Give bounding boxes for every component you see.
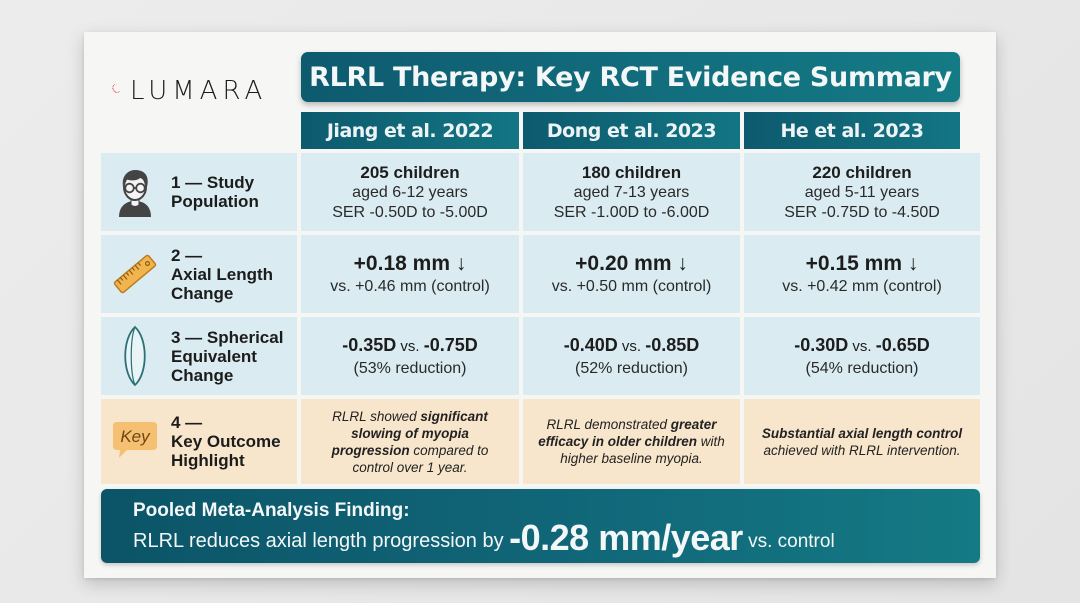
se-treatment-value: -0.35D <box>342 334 397 355</box>
page-title: RLRL Therapy: Key RCT Evidence Summary <box>301 52 960 102</box>
row-label-study-population: 1 — Study Population <box>101 153 297 231</box>
row-label-line: 1 — Study <box>171 173 255 192</box>
axial-change-value: +0.15 mm ↓ <box>805 251 919 275</box>
se-control-value: -0.85D <box>645 334 700 355</box>
population-cell-dong: 180 children aged 7-13 years SER -1.00D … <box>523 153 740 231</box>
sample-size: 205 children <box>360 162 460 182</box>
axial-control-value: vs. +0.46 mm (control) <box>330 277 490 295</box>
highlight-text: RLRL showed <box>332 408 421 424</box>
row-label-line: 4 — <box>171 413 203 432</box>
se-treatment-value: -0.30D <box>794 334 849 355</box>
vs-text: vs. <box>617 337 646 355</box>
se-cell-he: -0.30D vs. -0.65D (54% reduction) <box>744 317 980 395</box>
highlight-cell-jiang: RLRL showed significant slowing of myopi… <box>301 399 519 484</box>
se-control-value: -0.75D <box>423 334 478 355</box>
row-label-line: Highlight <box>171 451 245 470</box>
se-cell-dong: -0.40D vs. -0.85D (52% reduction) <box>523 317 740 395</box>
se-reduction: (54% reduction) <box>805 359 919 377</box>
row-label-line: Equivalent <box>171 346 257 366</box>
row-label-line: Axial Length <box>171 264 274 284</box>
se-treatment-value: -0.40D <box>563 334 618 355</box>
highlight-text: achieved with RLRL intervention. <box>763 442 961 458</box>
key-bubble-text: Key <box>120 426 150 446</box>
highlight-text: RLRL demonstrated <box>546 417 671 432</box>
vs-text: vs. <box>848 337 876 355</box>
meta-analysis-value: -0.28 mm/year <box>509 517 743 558</box>
child-with-glasses-icon <box>111 162 159 222</box>
highlight-emphasis: greater efficacy in older children <box>538 417 717 449</box>
sample-size: 180 children <box>581 162 682 182</box>
ser-range: SER -0.50D to -5.00D <box>332 203 488 221</box>
row-label-axial-length: 2 — Axial Length Change <box>101 235 297 313</box>
ruler-icon <box>111 244 159 304</box>
highlight-text: with higher baseline myopia. <box>560 434 725 466</box>
highlight-text: compared to control over 1 year. <box>352 442 489 475</box>
row-label-line: Key Outcome <box>171 432 281 451</box>
row-label-spherical-equivalent: 3 — Spherical Equivalent Change <box>101 317 297 395</box>
column-header-jiang: Jiang et al. 2022 <box>301 112 519 149</box>
axial-cell-he: +0.15 mm ↓ vs. +0.42 mm (control) <box>744 235 980 313</box>
vs-text: vs. <box>396 337 424 355</box>
meta-analysis-suffix: vs. control <box>742 531 835 552</box>
highlight-cell-dong: RLRL demonstrated greater efficacy in ol… <box>523 399 740 484</box>
lens-icon <box>111 325 159 387</box>
row-label-line: Change <box>171 365 234 385</box>
se-reduction: (53% reduction) <box>353 359 467 377</box>
brand-name: LUMARA <box>130 76 268 106</box>
axial-cell-jiang: +0.18 mm ↓ vs. +0.46 mm (control) <box>301 235 519 313</box>
sample-size: 220 children <box>812 162 912 182</box>
age-range: aged 7-13 years <box>573 183 690 201</box>
axial-control-value: vs. +0.50 mm (control) <box>551 277 712 295</box>
ser-range: SER -0.75D to -4.50D <box>784 203 940 221</box>
age-range: aged 5-11 years <box>804 183 920 201</box>
row-label-line: Population <box>171 192 259 211</box>
axial-cell-dong: +0.20 mm ↓ vs. +0.50 mm (control) <box>523 235 740 313</box>
ser-range: SER -1.00D to -6.00D <box>553 203 710 221</box>
highlight-cell-he: Substantial axial length control achieve… <box>744 399 980 484</box>
se-cell-jiang: -0.35D vs. -0.75D (53% reduction) <box>301 317 519 395</box>
row-label-key-outcome: Key 4 — Key Outcome Highlight <box>101 399 297 484</box>
lumara-dotted-arc-logo-icon <box>112 83 120 93</box>
axial-change-value: +0.18 mm ↓ <box>353 251 467 275</box>
meta-analysis-heading: Pooled Meta-Analysis Finding: <box>133 500 410 521</box>
highlight-emphasis: significant slowing of myopia progressio… <box>331 408 488 458</box>
column-header-dong: Dong et al. 2023 <box>523 112 740 149</box>
meta-analysis-banner: Pooled Meta-Analysis Finding: RLRL reduc… <box>101 489 980 563</box>
highlight-emphasis: Substantial axial length control <box>761 425 963 441</box>
row-label-line: 3 — Spherical <box>171 327 284 347</box>
age-range: aged 6-12 years <box>352 183 468 201</box>
population-cell-he: 220 children aged 5-11 years SER -0.75D … <box>744 153 980 231</box>
se-reduction: (52% reduction) <box>575 359 688 377</box>
row-label-line: Change <box>171 283 234 303</box>
row-label-line: 2 — <box>171 245 203 265</box>
meta-analysis-text: RLRL reduces axial length progression by <box>133 530 510 552</box>
column-header-he: He et al. 2023 <box>744 112 960 149</box>
population-cell-jiang: 205 children aged 6-12 years SER -0.50D … <box>301 153 519 231</box>
key-speech-bubble-icon: Key <box>111 412 159 472</box>
se-control-value: -0.65D <box>875 334 930 355</box>
axial-change-value: +0.20 mm ↓ <box>575 251 688 275</box>
axial-control-value: vs. +0.42 mm (control) <box>782 277 942 295</box>
